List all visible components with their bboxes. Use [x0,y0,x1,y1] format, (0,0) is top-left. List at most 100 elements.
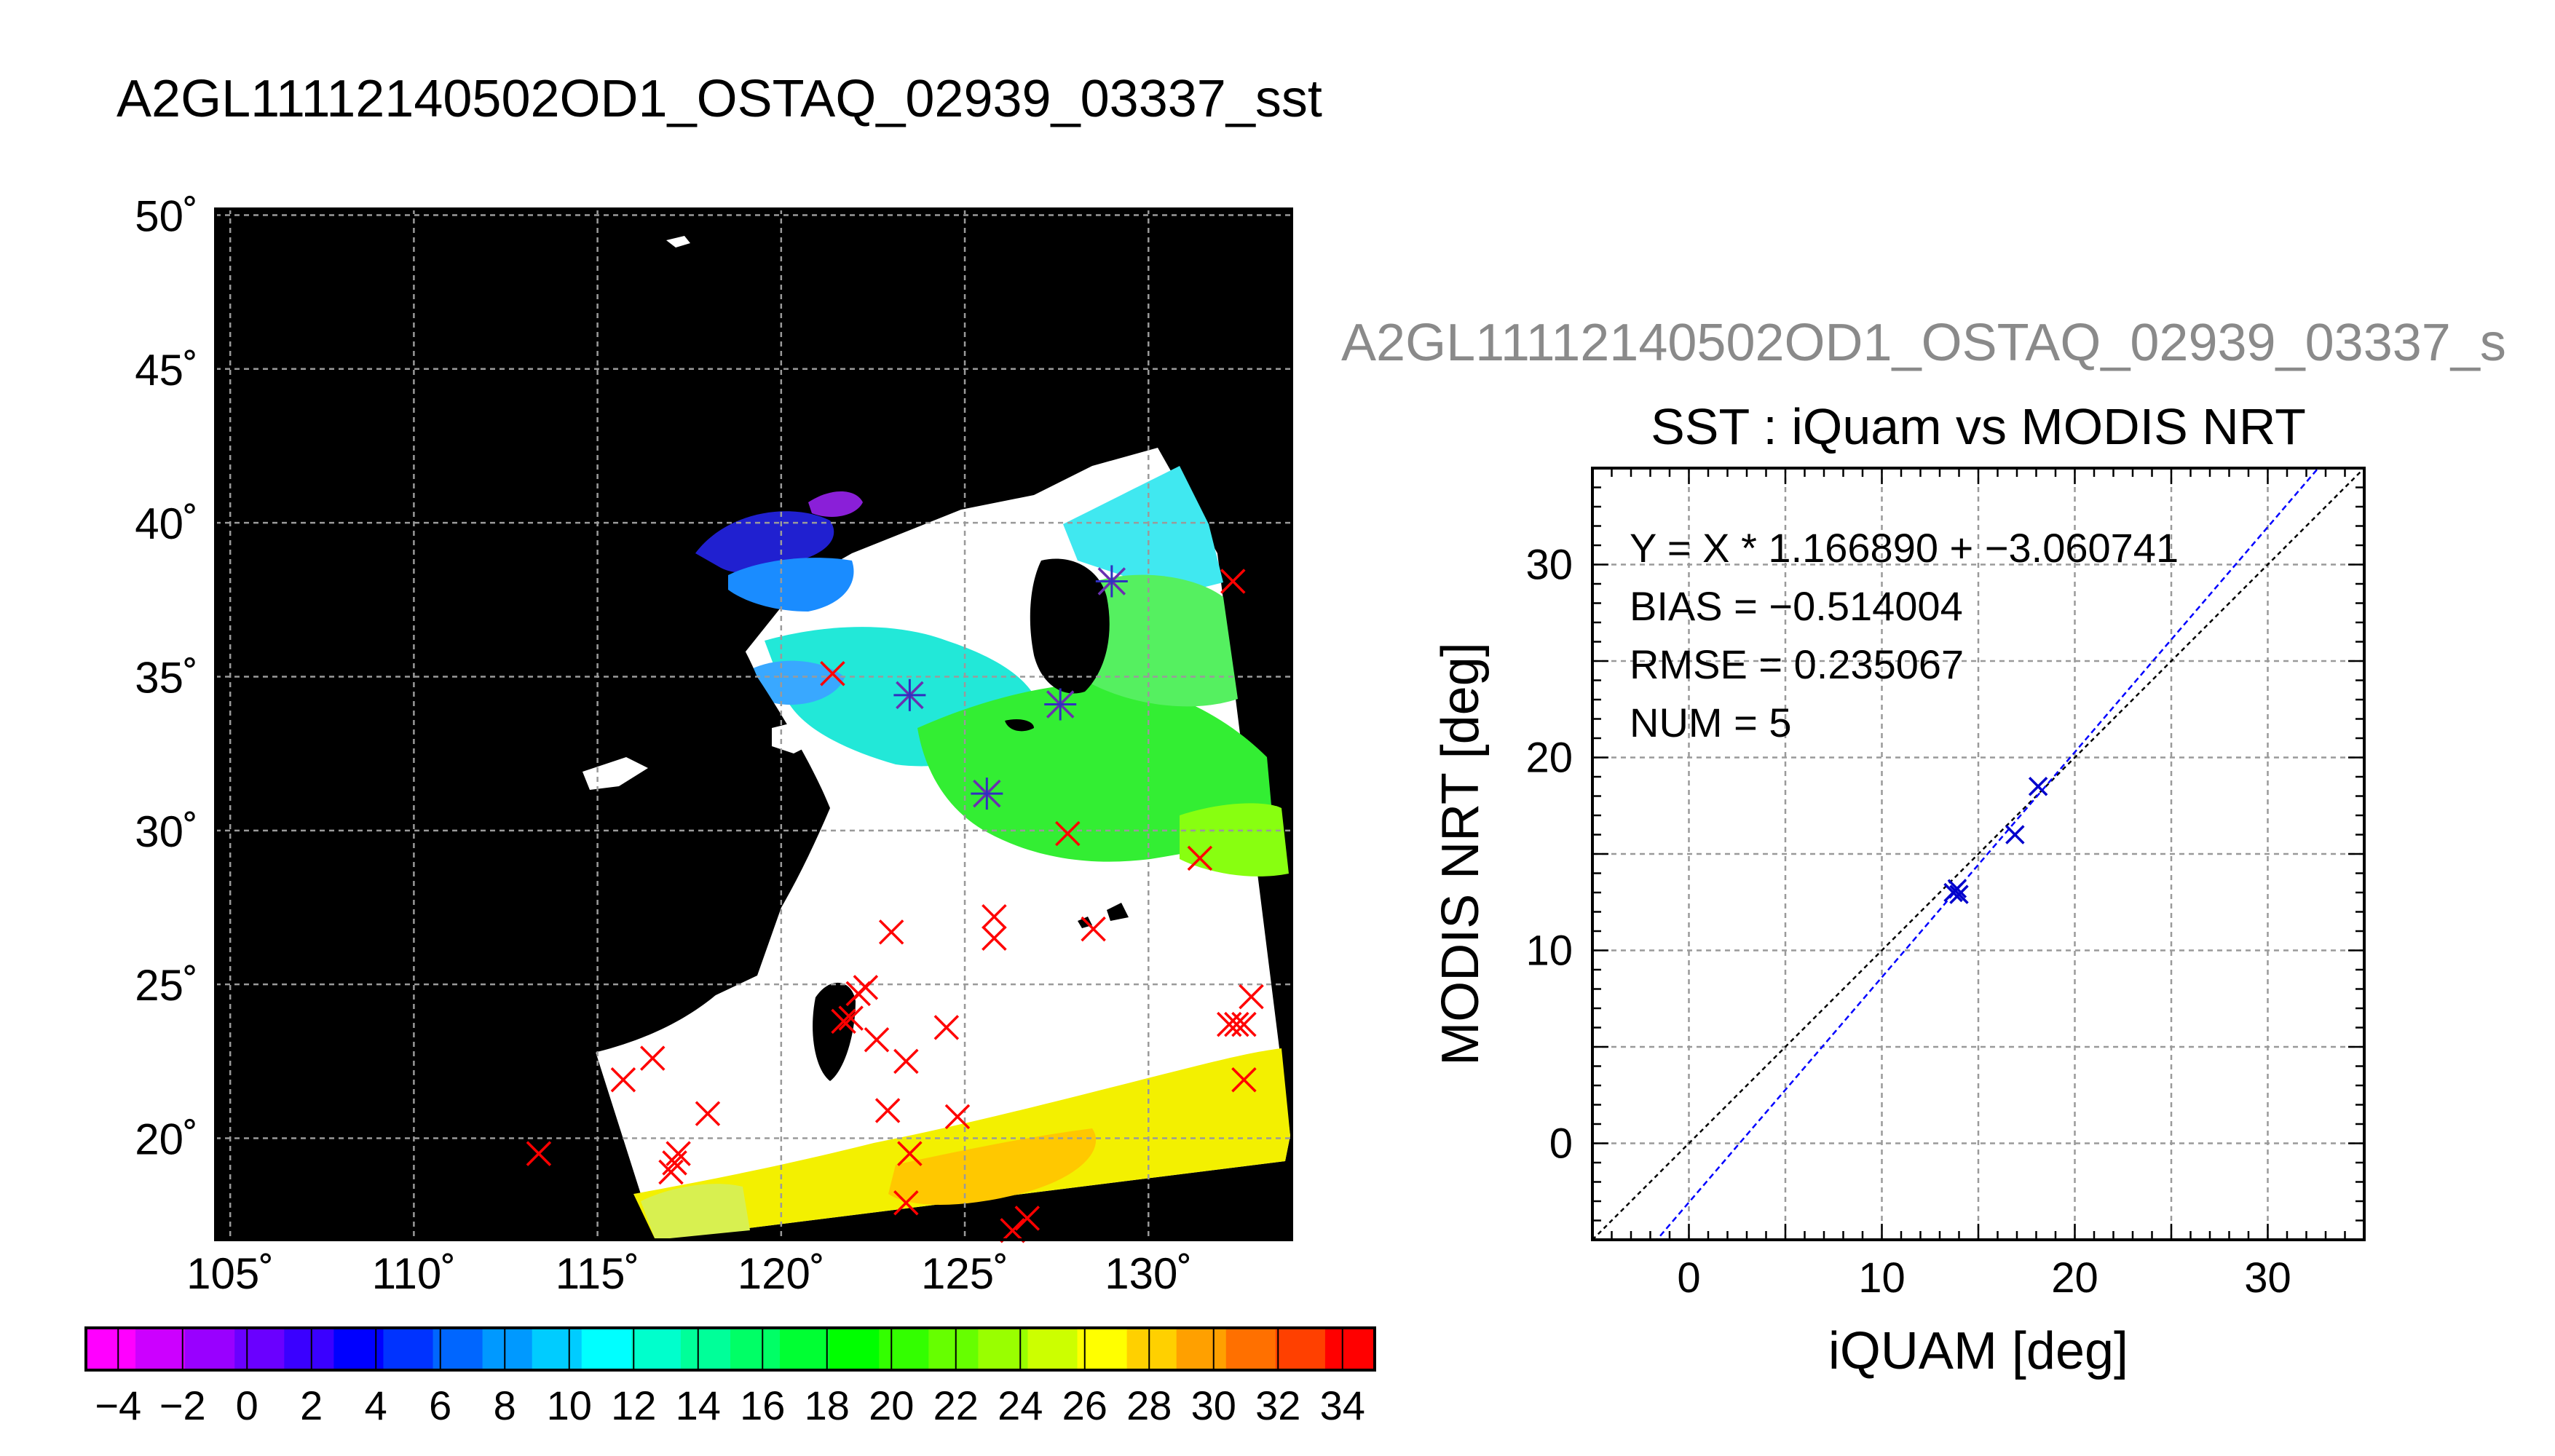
stats-fit-equation: Y = X * 1.166890 + −3.060741 [1630,525,2179,571]
colorbar-tick-label: 10 [547,1382,592,1428]
colorbar-cell [284,1328,335,1370]
lat-tick-label: 50˚ [135,191,198,240]
scatter-y-tick-label: 10 [1525,927,1573,975]
colorbar-cell [532,1328,583,1370]
matchup-marker-red [878,919,904,945]
matchup-marker-red [1224,1011,1249,1037]
colorbar-cell [1225,1328,1276,1370]
scatter-header: A2GL11112140502OD1_OSTAQ_02939_03337_s [1341,314,2506,372]
colorbar-tick-label: −2 [159,1382,206,1428]
scatter-title: SST : iQuam vs MODIS NRT [1651,398,2306,455]
sst-yellow-sea-cool [750,660,845,705]
scatter-point [1947,879,1967,898]
identity-line [1592,468,2364,1240]
cloud-patch-4 [1107,903,1129,921]
sst-map: 50˚ 45˚ 40˚ 35˚ 30˚ 25˚ 20˚ 105˚ 110˚ 115˚ 120˚ 12… [135,191,1293,1298]
matchup-marker-red [820,661,845,687]
scatter-point [1949,885,1969,904]
matchup-marker-blue [893,678,926,711]
colorbar-tick-label: 34 [1320,1382,1365,1428]
matchup-marker-blue [971,778,1003,810]
matchup-marker-red [845,981,872,1007]
matchup-marker-red [1231,1011,1257,1037]
scatter-y-axis-label: MODIS NRT [deg] [1431,642,1490,1066]
cloud-patch-2 [583,757,648,790]
matchup-marker-red [666,1141,691,1166]
matchup-marker-red [831,1008,856,1034]
scatter-x-tick-label: 10 [1858,1254,1906,1302]
colorbar-cell [1126,1328,1177,1370]
colorbar-tick-label: 24 [998,1382,1043,1428]
sst-bohai-shelf [728,558,854,612]
sst-south-band [633,1048,1290,1240]
colorbar-cell [433,1328,483,1370]
matchup-marker-red [982,925,1007,951]
colorbar-tick-label: 0 [236,1382,258,1428]
sst-south-band-warm [888,1128,1097,1205]
matchup-marker-red [933,1015,960,1040]
lat-tick-label: 30˚ [135,807,198,856]
colorbar-cell [780,1328,831,1370]
lat-tick-label: 20˚ [135,1115,198,1164]
sst-east-china-sea-n [1075,574,1238,707]
scatter-y-tick-label: 0 [1549,1120,1573,1168]
lat-tick-label: 45˚ [135,346,198,395]
colorbar-tick-labels: −4 −2 0 2 4 6 8 10 12 14 16 18 20 22 24 26 28 30 32 34 [95,1328,1365,1428]
colorbar-cell [86,1328,137,1370]
stats-num: NUM = 5 [1630,700,1792,745]
matchup-marker-red [874,1098,901,1123]
matchup-marker-red [610,1067,636,1093]
colorbar-tick-label: 22 [933,1382,979,1428]
scatter-stats: Y = X * 1.166890 + −3.060741 BIAS = −0.5… [1630,525,2179,745]
cloud-patch-3 [772,721,816,753]
map-markers [526,565,1264,1243]
sst-korea-east [1063,466,1223,597]
colorbar-tick-label: −4 [95,1382,141,1428]
colorbar-tick-label: 32 [1255,1382,1300,1428]
lat-tick-label: 35˚ [135,653,198,702]
land-jeju [1005,719,1034,732]
lon-tick-label: 115˚ [556,1249,640,1298]
lon-tick-label: 120˚ [738,1249,825,1298]
land-china [216,209,830,1240]
matchup-marker-red [944,1104,971,1130]
land-korea [1030,558,1110,694]
colorbar-cell [1324,1328,1375,1370]
map-frame [214,207,1293,1241]
lat-tick-label: 40˚ [135,499,198,548]
colorbar-cell [234,1328,285,1370]
map-lon-labels: 105˚ 110˚ 115˚ 120˚ 125˚ 130˚ [186,1249,1192,1298]
colorbar-cell [631,1328,682,1370]
colorbar-cell [135,1328,186,1370]
colorbar-cell [1077,1328,1128,1370]
matchup-marker-red [1055,820,1081,847]
map-lat-labels: 50˚ 45˚ 40˚ 35˚ 30˚ 25˚ 20˚ [135,191,198,1163]
scatter-x-tick-label: 0 [1677,1254,1700,1302]
colorbar-tick-label: 20 [869,1382,914,1428]
matchup-marker-red [640,1045,666,1071]
colorbar-cell [879,1328,930,1370]
matchup-marker-red [1000,1218,1025,1243]
colorbar-cell [730,1328,781,1370]
scatter-x-tick-labels: 0 10 20 30 [1677,1254,2291,1302]
colorbar-tick-label: 16 [740,1382,785,1428]
fit-line [1655,468,2320,1240]
matchup-marker-red [1231,1067,1257,1093]
colorbar-tick-label: 30 [1191,1382,1236,1428]
matchup-marker-red [662,1150,687,1176]
lon-tick-label: 130˚ [1105,1249,1192,1298]
matchup-marker-red [1220,569,1246,594]
scatter-points [1943,777,2048,904]
scatter-y-tick-label: 20 [1525,735,1573,782]
colorbar-cell [829,1328,880,1370]
matchup-marker-red [1187,845,1213,871]
matchup-marker-red [1014,1206,1040,1231]
colorbar-tick-label: 28 [1126,1382,1172,1428]
colorbar-tick-label: 14 [676,1382,721,1428]
matchup-marker-red [1239,984,1264,1010]
scatter-x-tick-label: 30 [2244,1254,2291,1302]
matchup-marker-red [893,1048,919,1075]
lon-tick-label: 125˚ [921,1249,1008,1298]
scatter-x-tick-label: 20 [2051,1254,2098,1302]
colorbar-tick-label: 2 [300,1382,323,1428]
